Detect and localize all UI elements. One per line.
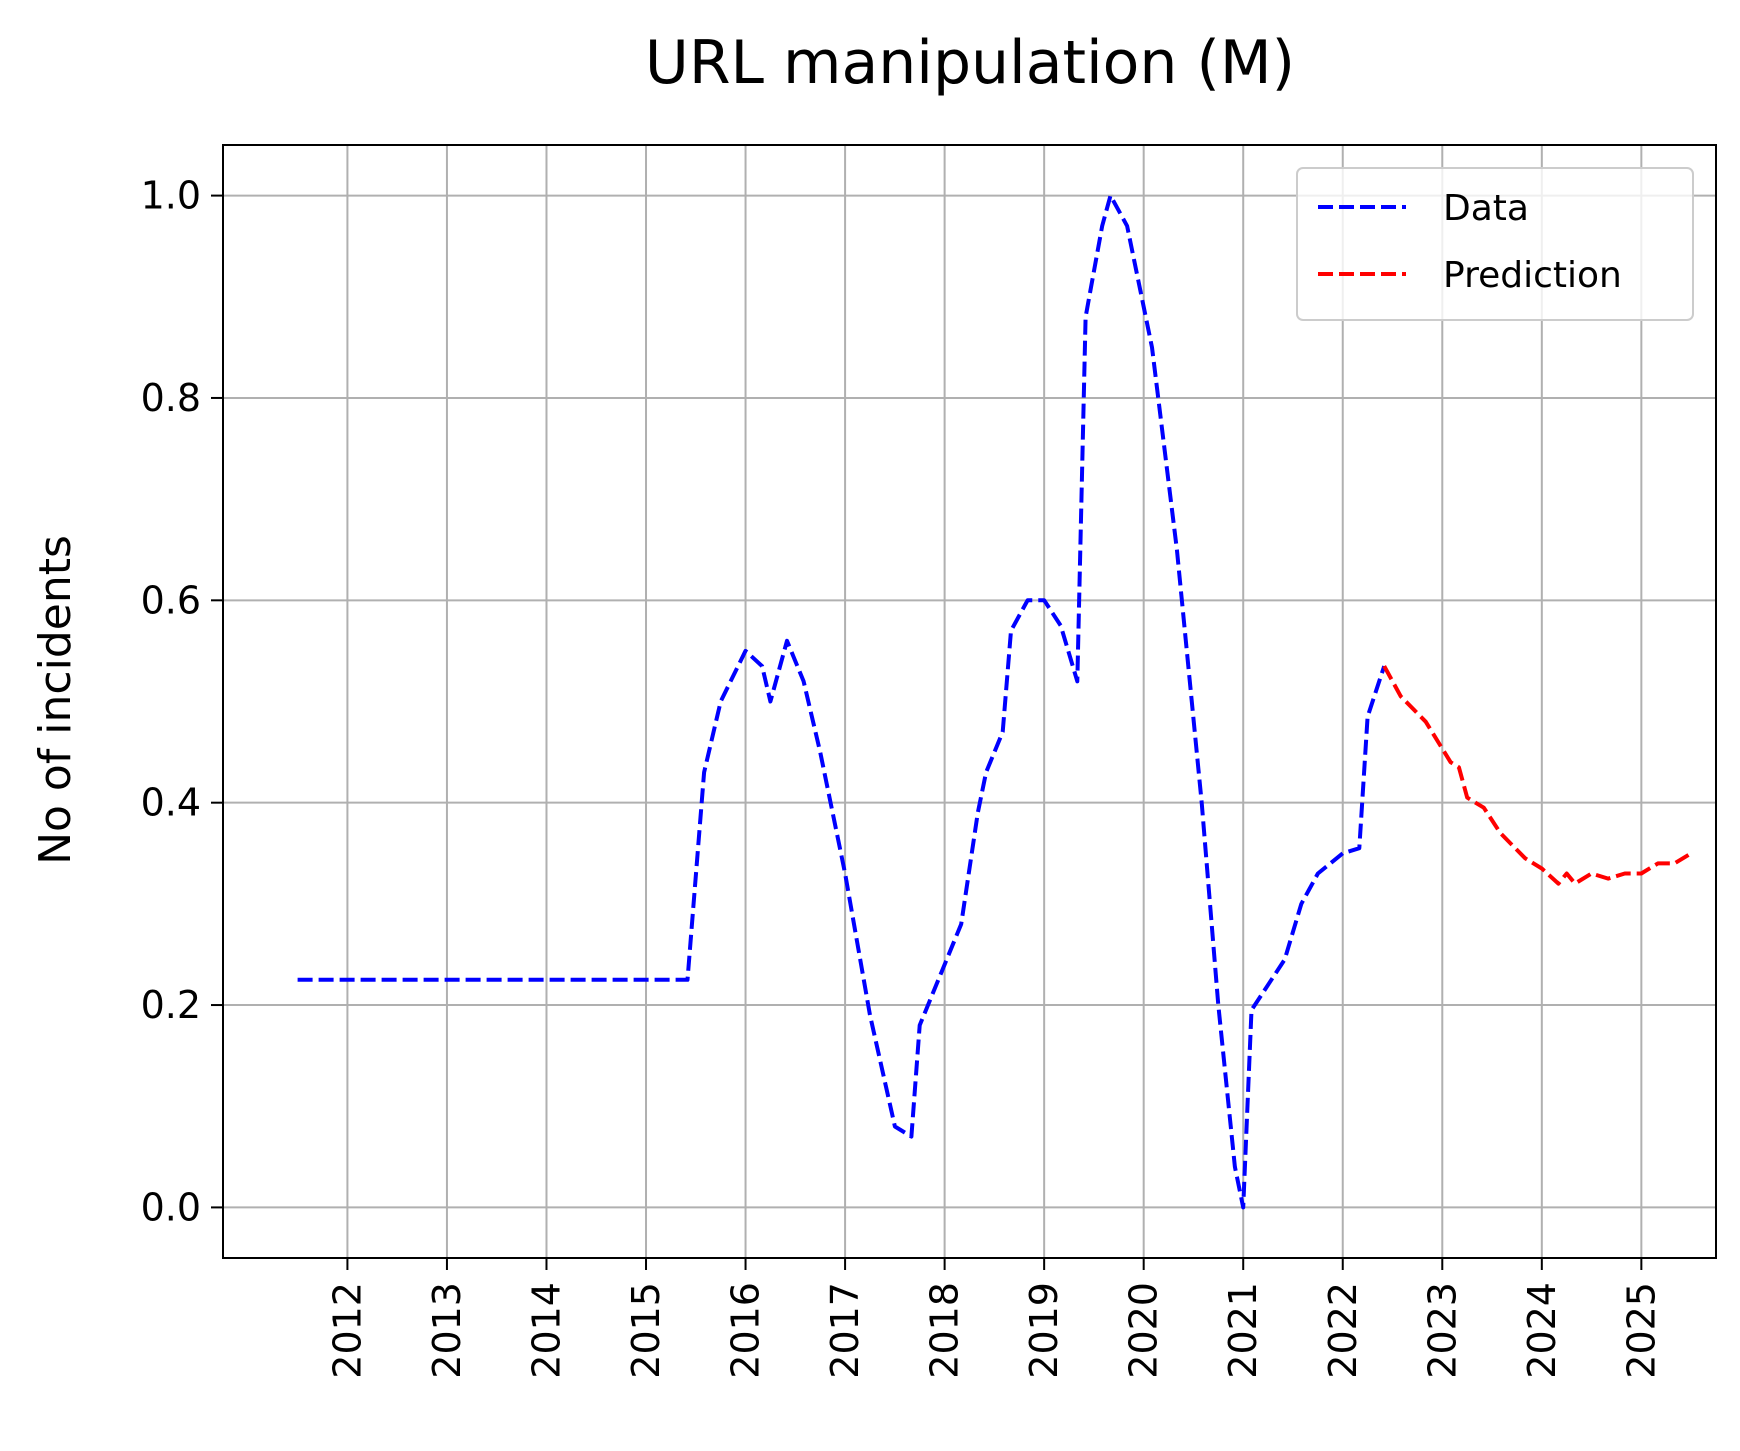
y-axis: 0.0 0.2 0.4 0.6 0.8 1.0 [141, 174, 223, 1229]
y-tick-label: 1.0 [141, 174, 201, 218]
chart-title: URL manipulation (M) [645, 28, 1295, 98]
x-tick-label: 2023 [1420, 1282, 1464, 1379]
x-tick-label: 2021 [1221, 1282, 1265, 1379]
y-axis-label: No of incidents [30, 535, 81, 865]
x-tick-label: 2022 [1321, 1282, 1365, 1379]
legend-label-data: Data [1443, 188, 1529, 229]
x-tick-label: 2016 [724, 1282, 768, 1379]
x-tick-label: 2018 [923, 1282, 967, 1379]
x-tick-label: 2019 [1022, 1282, 1066, 1379]
y-tick-label: 0.6 [141, 578, 201, 622]
series-layer [297, 193, 1693, 1210]
x-tick-label: 2014 [524, 1282, 568, 1379]
legend: Data Prediction [1296, 167, 1694, 321]
x-axis: 2012 2013 2014 2015 2016 2017 2018 2019 2020 2021… [325, 1258, 1663, 1379]
x-tick-label: 2013 [425, 1282, 469, 1379]
series-line-data [297, 193, 1387, 1210]
x-tick-label: 2012 [325, 1282, 369, 1379]
x-tick-label: 2020 [1122, 1282, 1166, 1379]
y-tick-label: 0.0 [141, 1185, 201, 1229]
plot-frame [222, 144, 1717, 1259]
series-line-prediction [1382, 665, 1693, 886]
legend-label-prediction: Prediction [1443, 255, 1622, 296]
y-tick-label: 0.4 [141, 781, 201, 825]
y-tick-label: 0.8 [141, 376, 201, 420]
x-tick-label: 2025 [1619, 1282, 1663, 1379]
x-tick-label: 2017 [823, 1282, 867, 1379]
x-tick-label: 2015 [624, 1282, 668, 1379]
y-tick-label: 0.2 [141, 983, 201, 1027]
x-tick-label: 2024 [1520, 1282, 1564, 1379]
